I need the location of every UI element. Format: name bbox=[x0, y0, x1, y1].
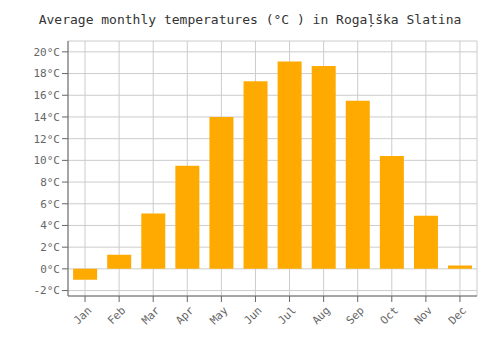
svg-text:12°C: 12°C bbox=[34, 133, 61, 146]
svg-text:Apr: Apr bbox=[173, 304, 197, 328]
svg-text:14°C: 14°C bbox=[34, 111, 61, 124]
svg-text:Jul: Jul bbox=[275, 304, 298, 327]
svg-text:0°C: 0°C bbox=[40, 263, 60, 276]
html-text:Average monthly temperatures (: Average monthly temperatures (°C ) in Ro… bbox=[38, 12, 462, 27]
svg-text:8°C: 8°C bbox=[40, 176, 60, 189]
svg-text:6°C: 6°C bbox=[40, 198, 60, 211]
svg-text:10°C: 10°C bbox=[34, 154, 61, 167]
svg-text:Mar: Mar bbox=[139, 304, 163, 328]
svg-text:-2°C: -2°C bbox=[34, 284, 61, 297]
svg-text:18°C: 18°C bbox=[34, 67, 61, 80]
svg-text:Nov: Nov bbox=[412, 304, 436, 328]
svg-text:Aug: Aug bbox=[310, 304, 333, 327]
svg-text:May: May bbox=[207, 304, 231, 328]
svg-text:Feb: Feb bbox=[105, 304, 128, 327]
svg-text:2°C: 2°C bbox=[40, 241, 60, 254]
svg-text:Jan: Jan bbox=[71, 304, 94, 327]
svg-text:20°C: 20°C bbox=[34, 46, 61, 59]
svg-text:4°C: 4°C bbox=[40, 219, 60, 232]
svg-text:Sep: Sep bbox=[344, 304, 367, 327]
svg-text:Dec: Dec bbox=[446, 304, 469, 327]
svg-text:16°C: 16°C bbox=[34, 89, 61, 102]
svg-text:Jun: Jun bbox=[241, 304, 264, 327]
svg-text:Oct: Oct bbox=[378, 304, 401, 327]
